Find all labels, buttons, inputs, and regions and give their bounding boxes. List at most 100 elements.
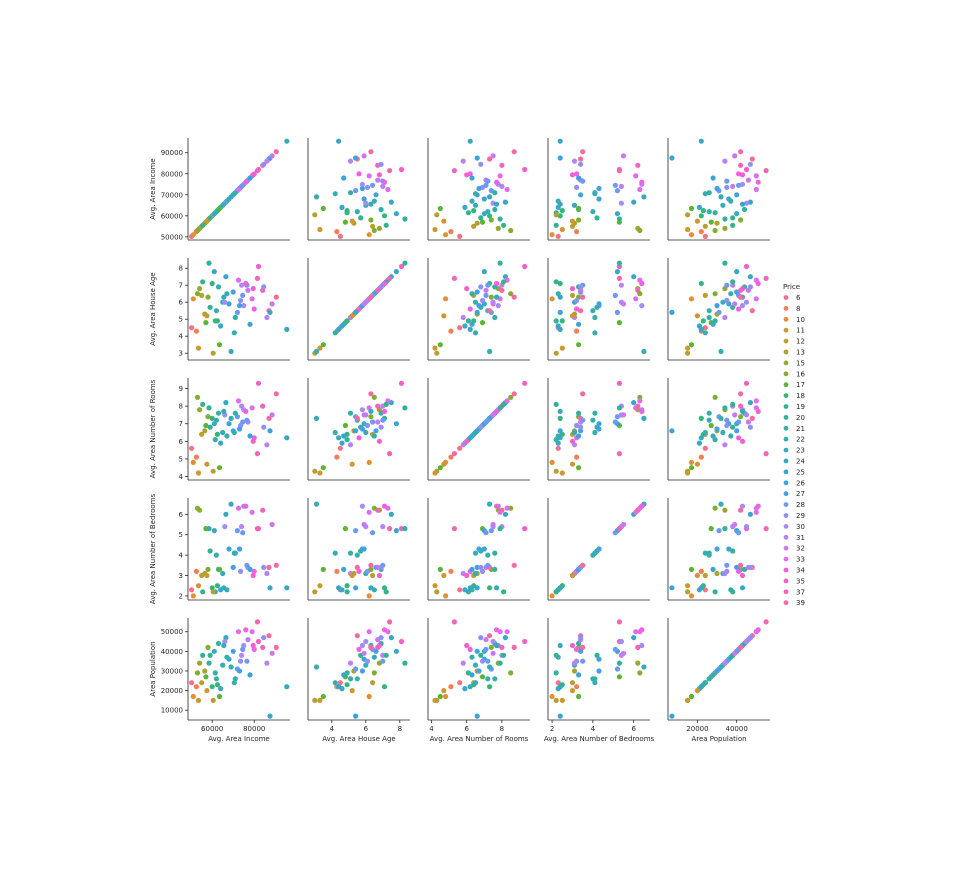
data-point [724, 417, 730, 423]
data-point [738, 294, 744, 300]
data-point [469, 672, 475, 678]
x-tick-label: 6 [464, 725, 469, 733]
data-point [260, 507, 266, 513]
data-point [220, 570, 226, 577]
data-point [631, 635, 637, 641]
data-point [580, 562, 586, 568]
data-point [710, 175, 716, 181]
data-point [559, 208, 565, 214]
data-point [261, 424, 267, 430]
data-point [743, 299, 750, 305]
legend-label: 12 [796, 338, 805, 346]
data-point [499, 507, 505, 513]
data-point [239, 524, 245, 530]
data-point [685, 589, 691, 595]
data-point [464, 642, 470, 649]
data-point [669, 309, 675, 315]
data-point [240, 419, 246, 425]
data-point [700, 208, 706, 214]
data-point [215, 410, 222, 416]
data-point [460, 314, 466, 321]
data-point [494, 585, 500, 591]
data-point [574, 297, 580, 304]
data-point [193, 454, 199, 460]
data-point [574, 306, 580, 312]
data-point [639, 642, 645, 649]
data-point [747, 161, 754, 167]
x-tick-label: 6 [631, 725, 636, 733]
x-tick-label: 8 [500, 725, 504, 733]
data-point [499, 183, 505, 189]
legend-label: 27 [796, 490, 805, 498]
data-point [576, 433, 582, 439]
data-point [231, 191, 237, 197]
data-point [639, 627, 645, 633]
data-point [469, 198, 475, 204]
data-point [497, 660, 503, 666]
x-tick-label: 4 [429, 725, 434, 733]
data-point [320, 342, 326, 348]
legend-label: 18 [796, 392, 805, 400]
data-point [460, 442, 466, 448]
data-point [264, 570, 270, 577]
data-point [214, 682, 220, 688]
data-point [247, 672, 253, 678]
data-point [763, 526, 769, 532]
data-point [476, 546, 482, 552]
panel-avg-area-income-vs-avg-area-number-of-rooms [427, 138, 530, 241]
data-point [483, 182, 489, 188]
data-point [313, 415, 320, 421]
data-point [267, 428, 273, 434]
data-point [393, 528, 399, 534]
data-point [557, 309, 563, 315]
data-point [576, 342, 582, 348]
data-point [738, 217, 744, 223]
y-tick-label: 4 [179, 473, 184, 481]
data-point [381, 627, 388, 633]
data-point [465, 318, 471, 324]
data-point [200, 279, 206, 285]
data-point [730, 215, 736, 221]
data-point [688, 459, 695, 465]
data-point [694, 461, 701, 467]
data-point [474, 648, 480, 654]
data-point [231, 330, 237, 336]
y-axis-label: Avg. Area Number of Bedrooms [149, 493, 157, 604]
data-point [724, 184, 730, 190]
data-point [250, 286, 256, 292]
data-point [462, 587, 468, 593]
data-point [714, 546, 720, 552]
data-point [472, 191, 479, 197]
data-point [485, 658, 491, 664]
data-point [381, 179, 388, 185]
panel-area-population-vs-avg-area-number-of-rooms: 4 6 8 Avg. Area Number of Rooms [427, 618, 530, 743]
data-point [747, 284, 754, 290]
data-point [378, 424, 384, 430]
data-point [495, 225, 501, 231]
data-point [388, 635, 394, 641]
panel-avg-area-house-age-vs-area-population [667, 258, 770, 361]
data-point [698, 213, 704, 219]
data-point [490, 412, 496, 418]
data-point [492, 190, 498, 196]
data-point [739, 172, 746, 178]
legend-label: 10 [796, 316, 805, 324]
data-point [522, 166, 528, 173]
legend-marker [783, 404, 789, 409]
data-point [592, 330, 598, 336]
data-point [434, 350, 440, 356]
data-point [616, 380, 623, 386]
data-point [273, 294, 279, 300]
data-point [381, 408, 388, 414]
data-point [393, 269, 399, 275]
data-point [487, 156, 493, 162]
data-point [557, 294, 563, 300]
data-point [209, 415, 215, 421]
data-point [236, 546, 243, 552]
data-point [685, 583, 691, 589]
data-point [366, 593, 372, 599]
legend-marker [783, 295, 789, 300]
data-point [341, 321, 347, 327]
data-point [553, 279, 559, 285]
data-point [580, 658, 586, 664]
